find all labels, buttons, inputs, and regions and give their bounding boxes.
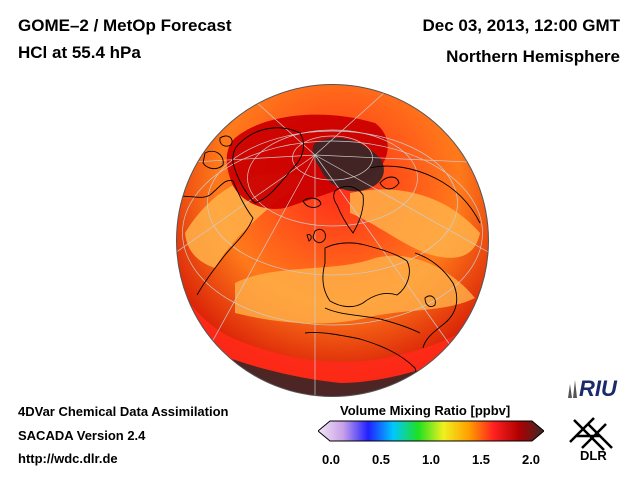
footer-line1: 4DVar Chemical Data Assimilation <box>18 404 229 419</box>
colorbar-label: Volume Mixing Ratio [ppbv] <box>340 403 511 418</box>
riu-logo-text: RIU <box>579 376 618 400</box>
coast-mediterranean <box>324 307 421 334</box>
coast-arctic-islands <box>202 135 233 170</box>
coast-iceland <box>302 197 322 208</box>
colorbar-tick: 1.5 <box>471 452 491 467</box>
coast-siberia <box>369 165 481 224</box>
colorbar <box>318 420 544 442</box>
dlr-logo-mark <box>569 417 613 451</box>
globe-outline <box>176 84 489 397</box>
riu-logo-mark <box>568 380 577 398</box>
coast-greenland <box>232 127 304 204</box>
coast-asia <box>414 252 458 349</box>
coast-europe <box>322 242 410 308</box>
map-title: GOME–2 / MetOp Forecast <box>18 16 232 35</box>
colorbar-tick: 1.0 <box>421 452 441 467</box>
globe-map <box>176 84 489 397</box>
coast-british-isles <box>306 228 326 244</box>
map-subtitle: HCl at 55.4 hPa <box>18 43 141 62</box>
footer-url[interactable]: http://wdc.dlr.de <box>18 451 118 466</box>
footer-line2: SACADA Version 2.4 <box>18 428 146 443</box>
coast-scandinavia <box>333 185 364 234</box>
forecast-datetime: Dec 03, 2013, 12:00 GMT <box>422 16 620 35</box>
graticule <box>176 84 489 397</box>
colorbar-tick: 0.0 <box>321 452 341 467</box>
dlr-logo <box>569 417 613 451</box>
field-band-low-3 <box>235 255 475 324</box>
dlr-logo-text: DLR <box>580 448 607 463</box>
field-vortex-max <box>312 138 384 192</box>
hemisphere-label: Northern Hemisphere <box>446 47 620 66</box>
colorbar-tick: 2.0 <box>521 452 541 467</box>
colorbar-tick: 0.5 <box>371 452 391 467</box>
coast-novaya-zemlya <box>379 176 400 190</box>
coastlines <box>176 127 481 397</box>
colorbar-body <box>318 420 544 442</box>
coast-north-america <box>176 179 254 296</box>
riu-logo: RIU <box>568 376 618 400</box>
field-band-low-2 <box>350 189 480 258</box>
coast-caspian <box>424 295 436 308</box>
